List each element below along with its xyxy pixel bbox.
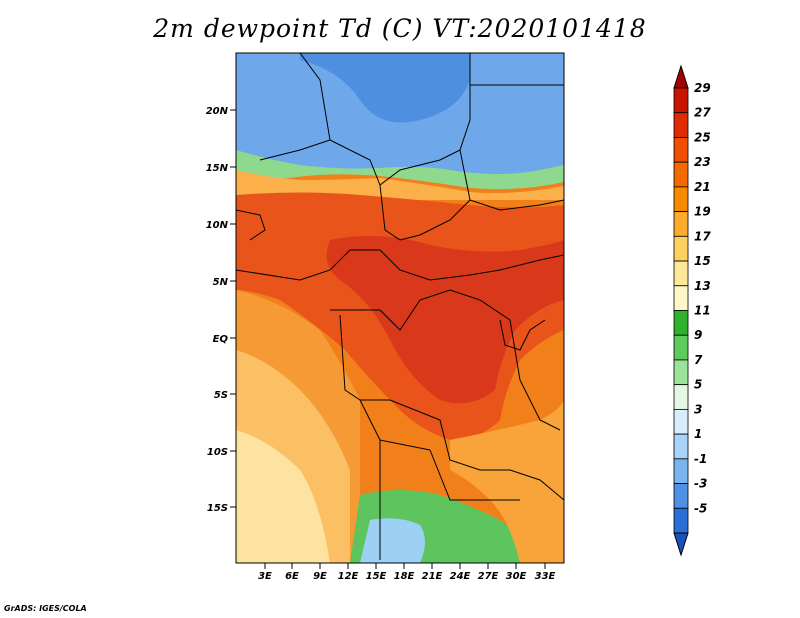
colorbar-swatch	[673, 408, 689, 435]
colorbar-swatch	[673, 161, 689, 188]
colorbar-label: -3	[694, 477, 707, 491]
colorbar-label: 17	[694, 229, 711, 243]
colorbar-label: 15	[694, 254, 711, 268]
colorbar-swatch	[673, 483, 689, 509]
lon-label: 3E	[258, 571, 272, 582]
lon-label: 9E	[313, 571, 327, 582]
colorbar-swatch	[673, 186, 689, 213]
colorbar-label: 5	[694, 378, 702, 392]
colorbar-label: 3	[694, 402, 702, 416]
colorbar-label: 27	[694, 106, 711, 120]
lat-label: 5S	[214, 390, 228, 401]
colorbar-swatch	[673, 359, 689, 386]
lat-label: EQ	[213, 334, 229, 345]
lon-label: 6E	[285, 571, 299, 582]
lat-label: 15N	[206, 163, 229, 174]
colorbar-label: 19	[694, 205, 711, 219]
colorbar-label: -5	[694, 501, 707, 515]
lon-label: 15E	[366, 571, 387, 582]
lat-label: 20N	[206, 106, 229, 117]
colorbar-label: 13	[694, 279, 711, 293]
colorbar-swatch	[673, 87, 689, 114]
lon-label: 12E	[338, 571, 359, 582]
colorbar-swatch	[673, 112, 689, 138]
grads-credit: GrADS: IGES/COLA	[4, 604, 87, 613]
colorbar-swatch	[673, 433, 689, 460]
core-deep-red	[326, 236, 564, 404]
colorbar-label: 23	[694, 155, 711, 169]
lon-label: 24E	[450, 571, 471, 582]
southeast-orange	[450, 400, 564, 563]
lat-axis	[230, 109, 236, 508]
colorbar-top-arrow	[673, 64, 689, 89]
atlantic-yellow	[236, 430, 330, 563]
colorbar-label: 7	[694, 353, 703, 367]
colorbar-swatch	[673, 260, 689, 287]
map-title: 2m dewpoint Td (C) VT:2020101418	[153, 14, 647, 43]
sahara-deep-blue	[300, 53, 470, 123]
map-frame	[235, 52, 565, 564]
lon-label: 18E	[394, 571, 415, 582]
lat-label: 10S	[207, 447, 228, 458]
dewpoint-field	[236, 53, 564, 563]
lat-label: 10N	[206, 220, 229, 231]
colorbar-label: 1	[694, 427, 702, 441]
colorbar-swatch	[673, 310, 689, 336]
lon-label: 21E	[422, 571, 443, 582]
colorbar-swatch	[673, 137, 689, 163]
colorbar-swatch	[673, 235, 689, 262]
lon-axis	[264, 563, 546, 569]
lon-label: 30E	[506, 571, 527, 582]
colorbar-swatch	[673, 458, 689, 484]
colorbar-swatch	[673, 507, 689, 534]
colorbar-swatch	[673, 285, 689, 311]
colorbar: 29 27 25 23 21 19 17 15 13 11 9 7 5 3 1 -1 -3 -5	[673, 64, 711, 557]
lon-label: 27E	[478, 571, 499, 582]
colorbar-label: 21	[694, 180, 711, 194]
lat-label: 5N	[213, 277, 229, 288]
colorbar-bottom-arrow	[673, 532, 689, 557]
colorbar-swatch	[673, 334, 689, 361]
colorbar-label: 9	[694, 328, 702, 342]
lat-label: 15S	[207, 503, 228, 514]
colorbar-label: -1	[694, 452, 707, 466]
colorbar-label: 29	[694, 81, 711, 95]
colorbar-swatch	[673, 211, 689, 237]
southern-light-blue	[360, 518, 425, 563]
sahel-yellow-band	[236, 170, 564, 200]
country-borders	[236, 53, 564, 560]
colorbar-swatch	[673, 384, 689, 410]
colorbar-label: 11	[694, 304, 711, 318]
colorbar-label: 25	[694, 130, 711, 144]
lon-label: 33E	[535, 571, 556, 582]
